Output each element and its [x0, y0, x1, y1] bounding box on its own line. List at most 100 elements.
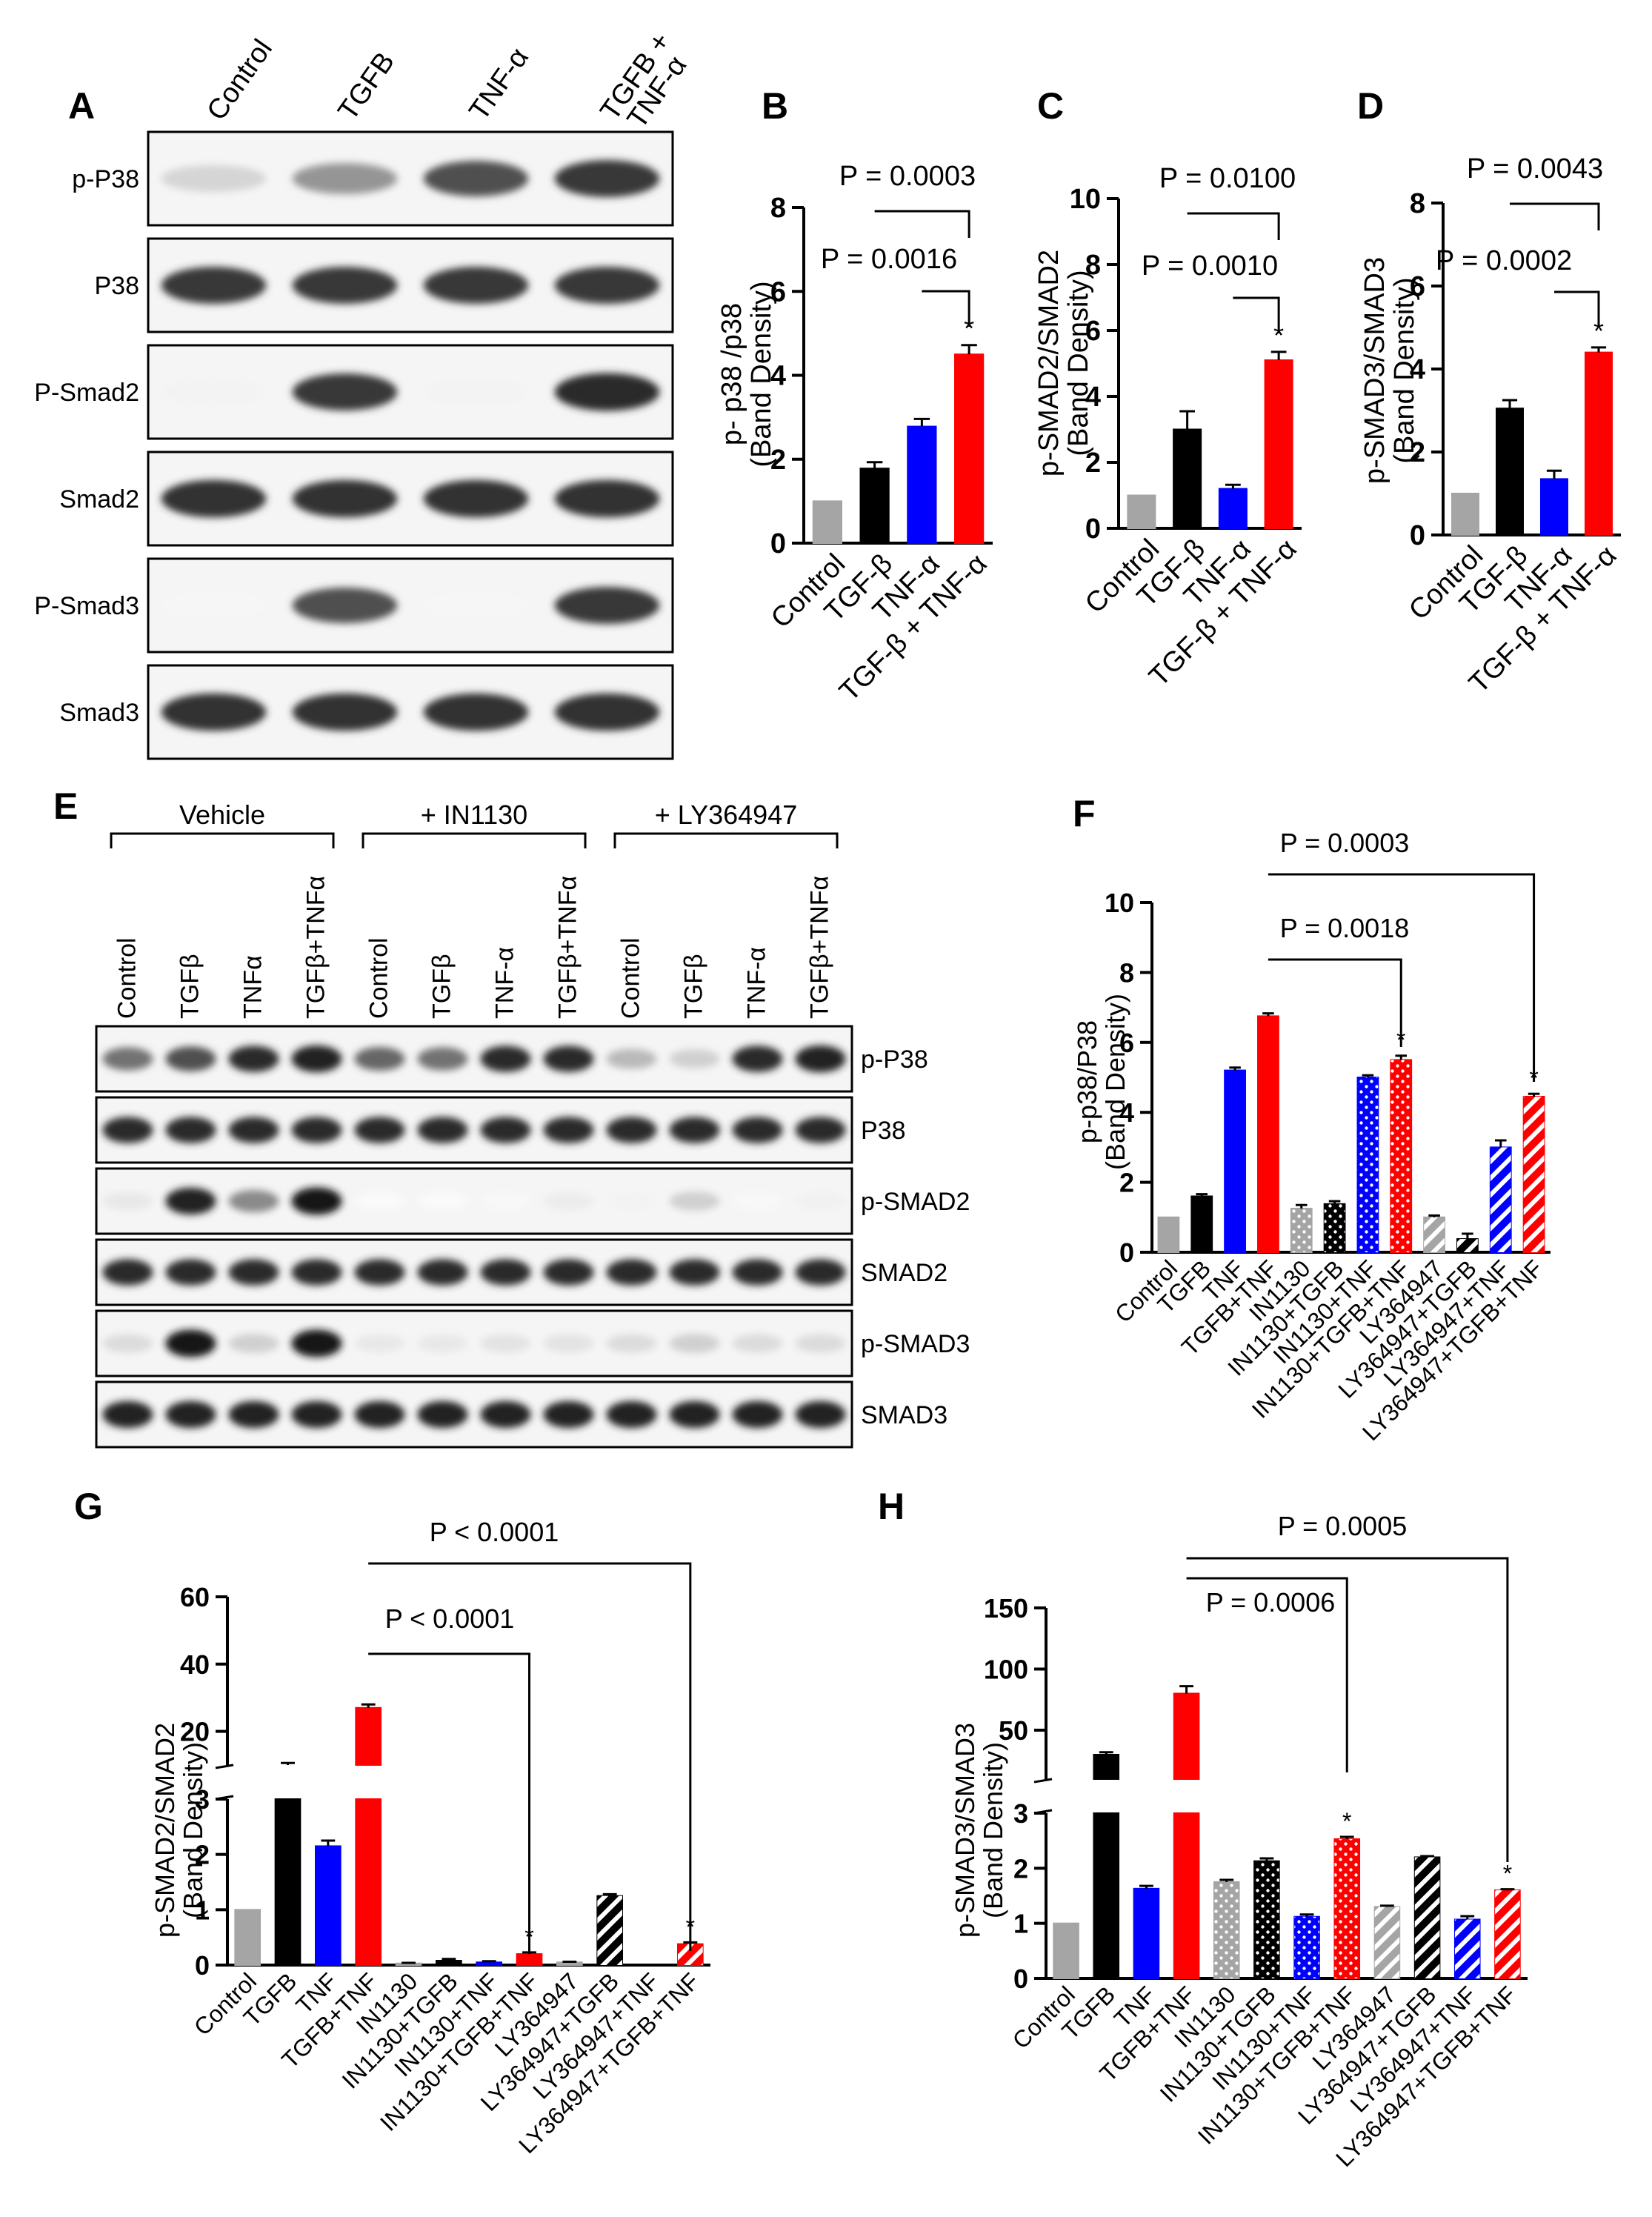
- panel-label-e: E: [53, 785, 78, 827]
- blot-band: [102, 1400, 153, 1429]
- blot-band: [554, 479, 660, 518]
- blot-band: [732, 1259, 783, 1286]
- y-tick-label: 2: [1119, 1168, 1134, 1198]
- blot-lane-label-line: TGFβ+TNFα: [302, 876, 330, 1019]
- blot-row-frame: [95, 1309, 853, 1377]
- blot-band: [417, 1259, 468, 1286]
- blot-lane-label-line: TGFβ+TNFα: [806, 876, 834, 1019]
- blot-band: [161, 379, 267, 405]
- significance-bracket: [922, 290, 970, 327]
- significance-bracket: [874, 210, 970, 238]
- blot-band: [480, 1259, 531, 1286]
- blot-band: [292, 267, 398, 304]
- blot-lane-label-line: TGFβ+TNFα: [554, 876, 582, 1019]
- y-tick-label: 0: [1085, 513, 1101, 545]
- blot-lane-label: TNF-α: [463, 42, 535, 126]
- bar-tgf: [1173, 428, 1202, 529]
- y-tick-label: 4: [1119, 1097, 1134, 1128]
- blot-row-frame: [95, 1380, 853, 1449]
- group-label: + LY364947: [655, 800, 798, 830]
- blot-band: [292, 479, 398, 518]
- significance-bracket: [368, 1652, 530, 1952]
- blot-band: [423, 693, 529, 731]
- bar-control: [1157, 1216, 1180, 1254]
- blot-band: [606, 1048, 657, 1069]
- blot-band: [554, 267, 660, 304]
- blot-band: [291, 1045, 342, 1073]
- blot-row-label: SMAD2: [861, 1259, 947, 1287]
- blot-lane-label: TGFβ: [428, 954, 456, 1019]
- blot-band: [480, 1192, 531, 1210]
- bar-tgfb-tnf-upper: [1173, 1692, 1200, 1780]
- blot-row-frame: [95, 1096, 853, 1164]
- blot-band: [161, 479, 267, 518]
- blot-band: [292, 163, 398, 194]
- blot-band: [102, 1047, 153, 1071]
- significance-bracket: [1268, 873, 1536, 1082]
- blot-band: [165, 1259, 216, 1286]
- bar-tnf: [1540, 478, 1568, 536]
- blot-band: [554, 693, 660, 731]
- blot-band: [543, 1046, 594, 1072]
- bar-tgfb-upper: [1093, 1754, 1120, 1780]
- bar-in1130-tgfb-pattern: [1324, 1203, 1345, 1252]
- blot-lane-label: TNF-α: [491, 947, 519, 1019]
- blot-band: [732, 1192, 783, 1210]
- bar-tnf: [907, 425, 937, 545]
- y-tick-label: 8: [1085, 250, 1101, 281]
- y-tick-label: 2: [770, 445, 786, 476]
- panel-label-a: A: [68, 85, 95, 127]
- y-tick-label: 0: [1119, 1237, 1134, 1268]
- blot-row-label: P-Smad3: [34, 592, 139, 620]
- y-axis-label: p-SMAD3/SMAD3(Band Density): [950, 1723, 1008, 1938]
- western-blot-a: p-P38 P38 P-Smad2 Smad2 P-Smad3 Smad3 Control T…: [34, 27, 699, 760]
- bar-ly364947-tgfb-tnf-pattern: [1495, 1890, 1520, 1978]
- y-tick-label: 10: [1105, 888, 1134, 918]
- blot-band: [291, 1117, 342, 1143]
- blot-lane-label: Control: [113, 937, 141, 1019]
- blot-band: [554, 587, 660, 624]
- blot-row-label: p-SMAD2: [861, 1188, 970, 1216]
- blot-band: [480, 1334, 531, 1353]
- panel-label-c: C: [1037, 85, 1064, 127]
- blot-row-label: P38: [95, 272, 140, 300]
- y-tick-label: 0: [770, 528, 786, 559]
- blot-band: [102, 1259, 153, 1286]
- bar-tgf: [1496, 408, 1524, 536]
- blot-lane-label-line: TNF-α: [491, 947, 519, 1019]
- blot-band: [102, 1334, 153, 1353]
- bar-tgf-tnf: [954, 353, 985, 544]
- blot-lane-label: TGFβ: [680, 954, 708, 1019]
- bar-in1130-tnf-pattern: [1294, 1916, 1319, 1978]
- y-tick-label: 3: [195, 1784, 210, 1815]
- blot-lane-label-line: Control: [113, 937, 141, 1019]
- blot-band: [161, 164, 267, 193]
- p-value-label: P < 0.0001: [385, 1603, 515, 1634]
- p-value-label: P = 0.0016: [821, 244, 957, 275]
- y-tick-label: 40: [180, 1649, 210, 1680]
- blot-band: [291, 1329, 342, 1357]
- panel-label-d: D: [1357, 85, 1384, 127]
- blot-band: [165, 1329, 216, 1357]
- bar-in1130-tgfb-tnf: [516, 1953, 543, 1966]
- blot-lane-label: TGFβ+TNFα: [806, 876, 834, 1019]
- blot-lane-label: Control: [201, 34, 279, 126]
- blot-band: [795, 1259, 846, 1286]
- blot-lane-label: TGFB +TNF-α: [594, 27, 699, 142]
- y-axis-label-line: p-SMAD2/SMAD2: [1033, 250, 1065, 476]
- y-tick-label: 60: [180, 1582, 210, 1612]
- panel-label-f: F: [1073, 793, 1096, 834]
- y-axis-label-line: (Band Density): [1389, 277, 1420, 463]
- bar-ly364947-tgfb-pattern: [1414, 1857, 1440, 1978]
- bar-tgf-tnf: [1585, 351, 1613, 536]
- y-tick-label: 6: [1410, 271, 1425, 302]
- bar-in1130-tgfb-tnf-pattern: [1334, 1838, 1360, 1978]
- y-tick-label: 20: [180, 1717, 210, 1747]
- blot-band: [423, 593, 529, 618]
- blot-band: [292, 588, 398, 623]
- y-axis-label: p-SMAD2/SMAD2(Band Density): [150, 1723, 208, 1938]
- blot-band: [161, 267, 267, 304]
- blot-band: [228, 1400, 279, 1429]
